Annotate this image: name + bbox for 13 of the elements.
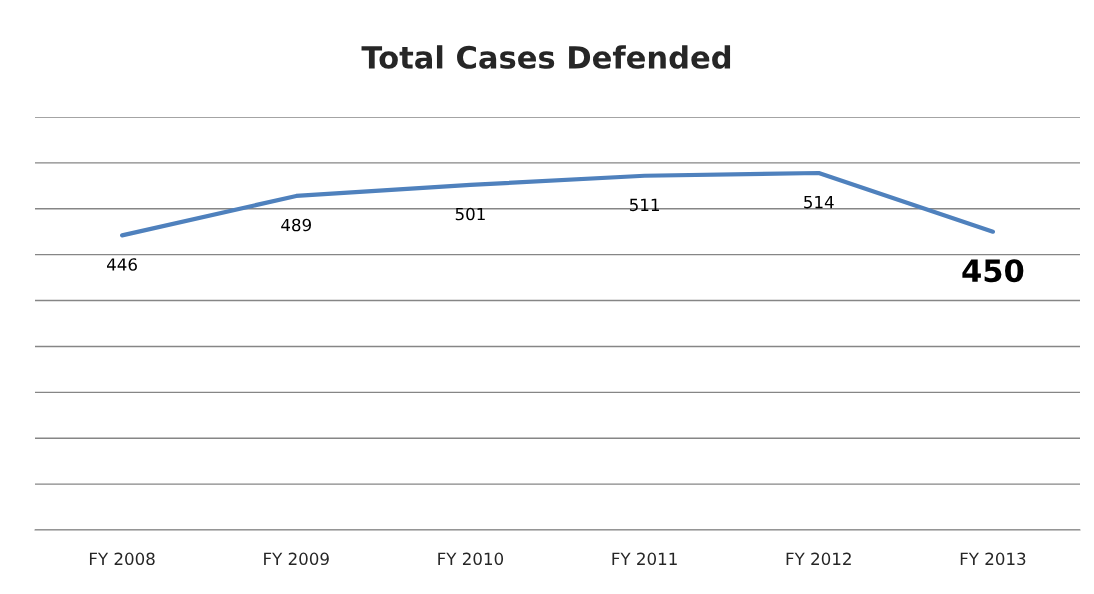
x-tick-label: FY 2010 — [438, 552, 504, 566]
x-tick-label: FY 2013 — [960, 552, 1026, 566]
data-label: 446 — [106, 258, 137, 271]
data-label: 450 — [962, 259, 1024, 283]
data-label: 514 — [804, 195, 834, 209]
x-tick-label: FY 2008 — [89, 552, 155, 566]
x-tick-label: FY 2009 — [264, 552, 329, 566]
x-tick-label: FY 2011 — [612, 552, 677, 566]
data-label: 511 — [629, 198, 659, 212]
chart-title: Total Cases Defended — [361, 45, 731, 69]
x-tick-label: FY 2012 — [786, 552, 851, 566]
data-label: 489 — [281, 218, 311, 232]
data-label: 501 — [455, 207, 485, 221]
